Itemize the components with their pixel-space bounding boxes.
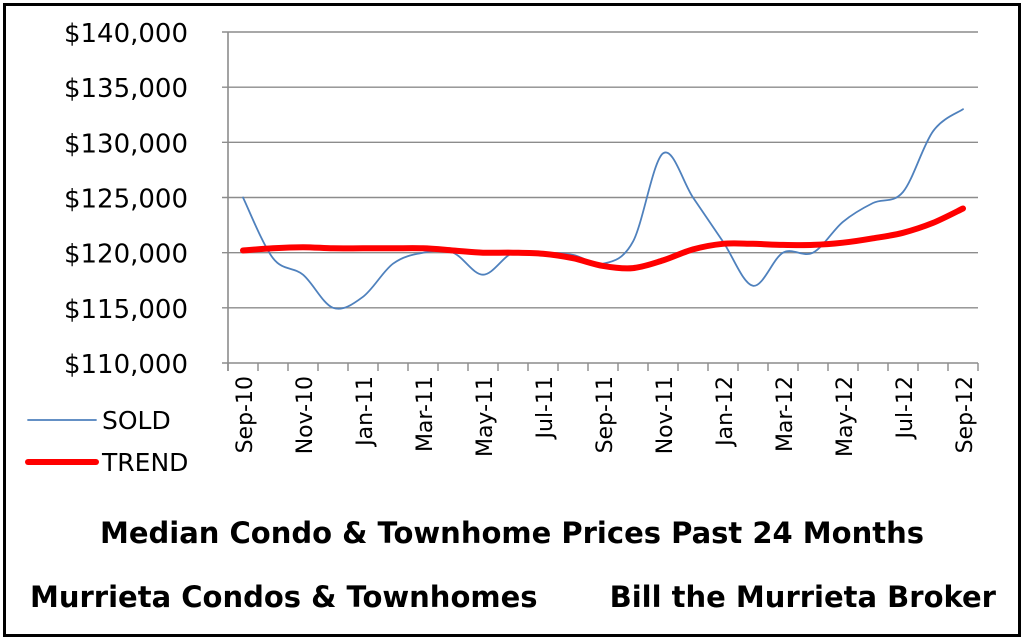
y-tick-label: $125,000 (64, 185, 188, 215)
x-tick-label: Sep-10 (233, 376, 258, 453)
chart-title: Median Condo & Townhome Prices Past 24 M… (99, 516, 925, 550)
legend: SOLD TREND (25, 406, 188, 477)
x-tick-label: Jul-12 (893, 376, 918, 440)
x-tick-label: Sep-11 (593, 376, 618, 453)
y-tick-label: $115,000 (64, 295, 188, 325)
series-line-trend (240, 205, 966, 272)
series-line-sold (242, 108, 964, 310)
x-tick-label: May-11 (473, 376, 498, 457)
axes (227, 32, 979, 371)
x-tick-label: Mar-12 (773, 376, 798, 452)
x-tick-label: Nov-11 (653, 376, 678, 454)
y-tick-label: $110,000 (64, 350, 188, 380)
x-tick-label: Mar-11 (413, 376, 438, 452)
x-tick-label: Nov-10 (293, 376, 318, 454)
subtitle-right: Bill the Murrieta Broker (609, 580, 996, 614)
y-tick-label: $120,000 (64, 240, 188, 270)
series-lines (240, 108, 966, 310)
y-tick-label: $130,000 (64, 129, 188, 159)
grid-lines (222, 31, 978, 364)
legend-label-trend: TREND (101, 448, 188, 477)
x-tick-label: Sep-12 (953, 376, 978, 453)
y-tick-label: $135,000 (64, 74, 188, 104)
x-tick-label: Jan-11 (353, 376, 378, 448)
x-tick-labels: Sep-10 Nov-10 Jan-11 Mar-11 May-11 Jul-11 Sep-… (233, 376, 978, 457)
x-tick-label: Jul-11 (533, 376, 558, 440)
x-tick-label: May-12 (833, 376, 858, 457)
y-tick-label: $140,000 (64, 19, 188, 49)
y-tick-labels: $110,000 $115,000 $120,000 $125,000 $130,000… (64, 19, 188, 380)
legend-label-sold: SOLD (102, 406, 171, 435)
subtitle-left: Murrieta Condos & Townhomes (30, 580, 538, 614)
x-tick-label: Jan-12 (713, 376, 738, 448)
chart-frame (3, 3, 1021, 637)
